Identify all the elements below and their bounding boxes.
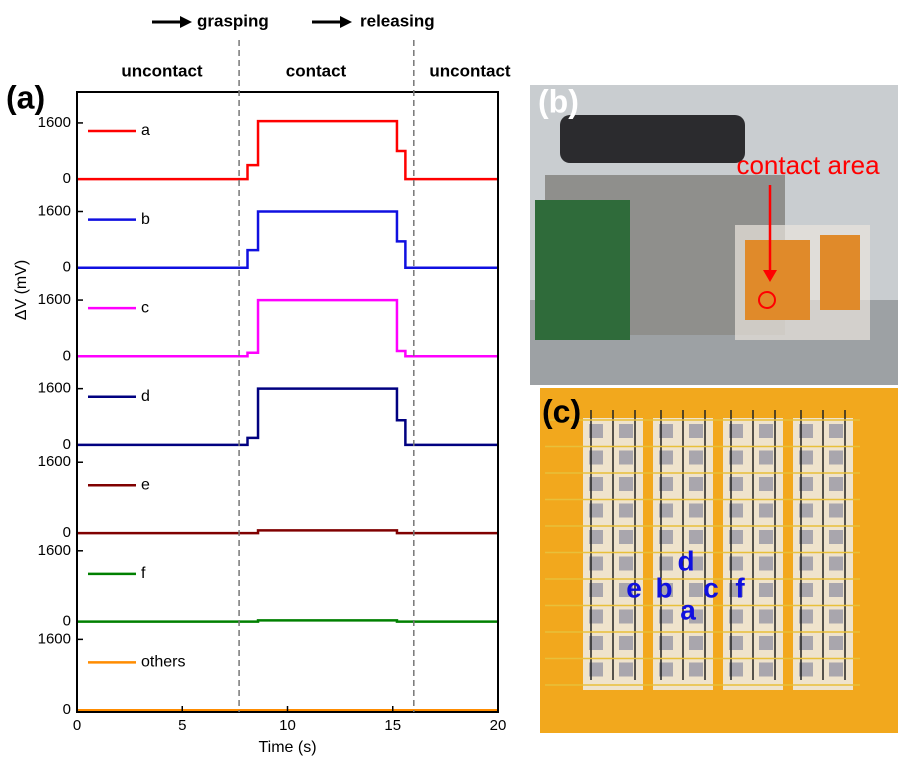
sensor-cell bbox=[759, 451, 773, 465]
legend-label: e bbox=[141, 477, 150, 494]
circuit-board bbox=[535, 200, 630, 340]
x-tick-label: 10 bbox=[279, 717, 296, 734]
series-line bbox=[77, 530, 498, 533]
sensor-cell bbox=[619, 424, 633, 438]
sensor-cell bbox=[689, 504, 703, 518]
y-tick-label: 0 bbox=[63, 613, 71, 630]
sensor-cell bbox=[759, 610, 773, 624]
sensor-cell bbox=[689, 663, 703, 677]
y-tick-label: 0 bbox=[63, 701, 71, 718]
sensor-cell bbox=[829, 530, 843, 544]
sensor-cell bbox=[619, 451, 633, 465]
sensor-cell bbox=[829, 451, 843, 465]
y-tick-label: 1600 bbox=[38, 453, 71, 470]
y-tick-label: 0 bbox=[63, 259, 71, 276]
sensor-cell bbox=[759, 504, 773, 518]
sensor-cell bbox=[759, 557, 773, 571]
x-tick-label: 5 bbox=[178, 717, 186, 734]
phase-label: contact bbox=[286, 61, 347, 80]
sensor-cell bbox=[759, 530, 773, 544]
annotation: contact area bbox=[736, 150, 880, 180]
legend-label: d bbox=[141, 388, 150, 405]
sensor-label: d bbox=[677, 545, 694, 576]
sensor-cell bbox=[829, 557, 843, 571]
sensor-cell bbox=[689, 477, 703, 491]
legend-label: f bbox=[141, 565, 146, 582]
sensor-label: a bbox=[680, 594, 696, 625]
y-tick-label: 0 bbox=[63, 436, 71, 453]
sensor-cell bbox=[829, 424, 843, 438]
sensor-cell bbox=[829, 636, 843, 650]
sensor-cell bbox=[759, 663, 773, 677]
arrowhead bbox=[340, 16, 352, 28]
sensor-cell bbox=[759, 636, 773, 650]
sensor-cell bbox=[689, 636, 703, 650]
y-tick-label: 1600 bbox=[38, 291, 71, 308]
sensor-label: c bbox=[703, 572, 719, 603]
sensor-label: f bbox=[735, 572, 745, 603]
phase-label: uncontact bbox=[429, 61, 511, 80]
series-line bbox=[77, 620, 498, 621]
legend-label: a bbox=[141, 122, 150, 139]
sensor-cell bbox=[829, 504, 843, 518]
x-axis-label: Time (s) bbox=[258, 739, 316, 756]
figure: contact area (b) grasping releasing unco… bbox=[0, 0, 902, 763]
photo-b: contact area (b) bbox=[530, 83, 898, 385]
legend-label: others bbox=[141, 654, 185, 671]
sensor-cell bbox=[619, 636, 633, 650]
sensor-cell bbox=[619, 557, 633, 571]
y-tick-label: 1600 bbox=[38, 380, 71, 397]
sensor-cell bbox=[619, 663, 633, 677]
sensor-cell bbox=[619, 530, 633, 544]
sensor-cell bbox=[619, 610, 633, 624]
y-tick-label: 0 bbox=[63, 170, 71, 187]
panel-label: (b) bbox=[538, 83, 579, 119]
legend-label: c bbox=[141, 299, 149, 316]
sensor-cell bbox=[619, 477, 633, 491]
sensor-cell bbox=[759, 424, 773, 438]
action-label: grasping bbox=[197, 11, 269, 30]
y-tick-label: 1600 bbox=[38, 630, 71, 647]
sensor-cell bbox=[689, 530, 703, 544]
panel-label: (a) bbox=[6, 79, 45, 115]
x-tick-label: 0 bbox=[73, 717, 81, 734]
sensor-cell bbox=[829, 477, 843, 491]
sensor-cell bbox=[759, 477, 773, 491]
photo-c bbox=[540, 388, 898, 733]
sensor-cell bbox=[689, 451, 703, 465]
x-tick-label: 20 bbox=[490, 717, 507, 734]
y-axis-label: ΔV (mV) bbox=[13, 260, 30, 320]
sensor-pad bbox=[820, 235, 860, 310]
y-tick-label: 0 bbox=[63, 347, 71, 364]
phase-label: uncontact bbox=[121, 61, 203, 80]
sensor-cell bbox=[829, 583, 843, 597]
x-tick-label: 15 bbox=[384, 717, 401, 734]
sensor-label: e bbox=[626, 572, 642, 603]
legend-label: b bbox=[141, 211, 150, 228]
y-tick-label: 1600 bbox=[38, 202, 71, 219]
y-tick-label: 0 bbox=[63, 524, 71, 541]
sensor-cell bbox=[829, 663, 843, 677]
camera bbox=[560, 115, 745, 163]
sensor-cell bbox=[619, 504, 633, 518]
panel-label: (c) bbox=[542, 393, 581, 429]
sensor-cell bbox=[759, 583, 773, 597]
sensor-cell bbox=[829, 610, 843, 624]
arrowhead bbox=[180, 16, 192, 28]
sensor-cell bbox=[689, 424, 703, 438]
y-tick-label: 1600 bbox=[38, 542, 71, 559]
sensor-label: b bbox=[655, 572, 672, 603]
y-tick-label: 1600 bbox=[38, 114, 71, 131]
action-label: releasing bbox=[360, 11, 435, 30]
sensor-pad bbox=[745, 240, 810, 320]
